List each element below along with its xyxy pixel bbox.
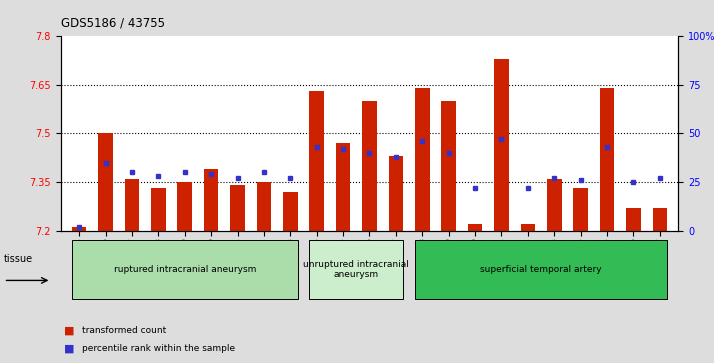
Bar: [256, 182, 271, 231]
Bar: [573, 188, 588, 231]
Bar: [468, 224, 483, 231]
Bar: [204, 169, 218, 231]
Bar: [441, 101, 456, 231]
Bar: [415, 88, 430, 231]
Bar: [151, 188, 166, 231]
Text: GDS5186 / 43755: GDS5186 / 43755: [61, 16, 165, 29]
Bar: [521, 224, 535, 231]
Bar: [231, 185, 245, 231]
Bar: [388, 156, 403, 231]
Bar: [362, 101, 377, 231]
Text: superficial temporal artery: superficial temporal artery: [481, 265, 602, 274]
Bar: [547, 179, 561, 231]
Text: tissue: tissue: [4, 254, 33, 264]
Bar: [72, 227, 86, 231]
Bar: [600, 88, 614, 231]
Text: ■: ■: [64, 325, 75, 335]
Bar: [178, 182, 192, 231]
Bar: [336, 143, 351, 231]
Bar: [653, 208, 667, 231]
Bar: [125, 179, 139, 231]
Bar: [494, 59, 508, 231]
Text: percentile rank within the sample: percentile rank within the sample: [82, 344, 235, 353]
Bar: [99, 134, 113, 231]
Text: transformed count: transformed count: [82, 326, 166, 335]
Text: ■: ■: [64, 343, 75, 354]
Bar: [283, 192, 298, 231]
Bar: [309, 91, 324, 231]
Bar: [626, 208, 640, 231]
Text: ruptured intracranial aneurysm: ruptured intracranial aneurysm: [114, 265, 256, 274]
Text: unruptured intracranial
aneurysm: unruptured intracranial aneurysm: [303, 260, 409, 279]
